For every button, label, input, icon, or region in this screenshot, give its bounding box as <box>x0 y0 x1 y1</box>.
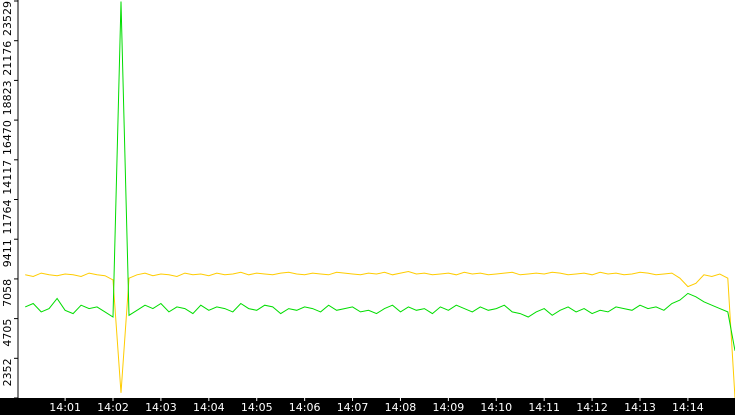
x-tick-label: 14:08 <box>385 401 417 414</box>
x-tick-label: 14:06 <box>289 401 321 414</box>
x-tick-label: 14:12 <box>576 401 608 414</box>
x-tick-label: 14:03 <box>145 401 177 414</box>
y-tick-label: 18823 <box>1 80 14 115</box>
x-tick-label: 14:05 <box>241 401 273 414</box>
x-tick-label: 14:04 <box>193 401 225 414</box>
x-tick-label: 14:11 <box>528 401 560 414</box>
y-tick-label: 23529 <box>1 1 14 36</box>
y-tick-label: 0 <box>1 398 14 405</box>
y-tick-label: 2352 <box>1 358 14 386</box>
y-tick-label: 21176 <box>1 41 14 76</box>
y-tick-label: 9411 <box>1 239 14 267</box>
y-tick-label: 14117 <box>1 160 14 195</box>
x-tick-label: 14:02 <box>97 401 129 414</box>
series-line <box>25 270 735 399</box>
y-tick-label: 11764 <box>1 200 14 235</box>
x-tick-label: 14:10 <box>480 401 512 414</box>
x-tick-label: 14:07 <box>337 401 369 414</box>
x-axis-band <box>0 398 735 415</box>
x-tick-label: 14:13 <box>624 401 656 414</box>
y-tick-label: 7058 <box>1 279 14 307</box>
x-tick-label: 14:01 <box>49 401 81 414</box>
y-tick-label: 4705 <box>1 319 14 347</box>
series-line <box>25 1 735 351</box>
y-tick-label: 16470 <box>1 120 14 155</box>
x-tick-label: 14:14 <box>672 401 704 414</box>
x-tick-label: 14:09 <box>433 401 465 414</box>
